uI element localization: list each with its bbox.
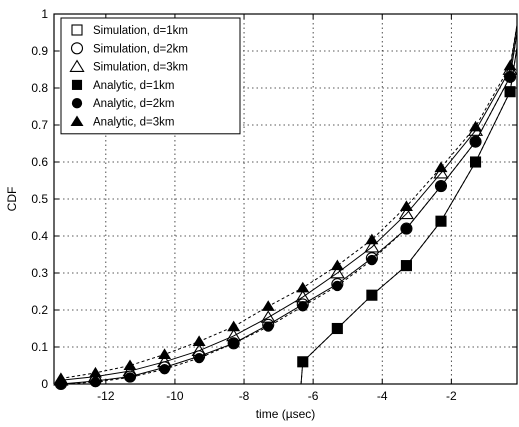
- legend-marker: [69, 59, 85, 72]
- data-point: [158, 348, 172, 359]
- data-point: [123, 359, 137, 371]
- data-point: [124, 372, 136, 383]
- y-tick-label: 1: [41, 7, 48, 21]
- legend-marker: [70, 115, 84, 127]
- data-point: [469, 135, 482, 148]
- data-point: [435, 180, 447, 192]
- data-point: [505, 86, 516, 97]
- data-point: [504, 71, 516, 83]
- data-point: [332, 323, 343, 334]
- data-point: [192, 335, 206, 347]
- x-tick-label: -10: [166, 389, 184, 403]
- data-point: [54, 372, 68, 384]
- data-point: [435, 216, 447, 227]
- legend-marker: [71, 98, 83, 109]
- legend-entry: Simulation, d=2km: [70, 42, 188, 55]
- x-tick-label: -8: [239, 389, 250, 403]
- data-point: [227, 320, 241, 332]
- y-tick-label: 0.4: [31, 229, 48, 243]
- data-point: [297, 301, 308, 312]
- legend-box: [60, 17, 241, 135]
- series-markers-4: [297, 86, 516, 367]
- series-markers-6: [54, 59, 517, 384]
- data-point: [261, 300, 275, 311]
- legend-marker: [71, 79, 83, 90]
- legend-entry: Simulation, d=3km: [69, 59, 188, 74]
- data-point: [88, 366, 102, 378]
- y-tick-label: 0.7: [31, 118, 48, 132]
- y-tick-label: 0.2: [31, 303, 48, 317]
- y-tick-label: 0.1: [31, 340, 48, 354]
- legend-entry: Simulation, d=1km: [71, 24, 188, 37]
- data-point: [504, 70, 517, 83]
- data-point: [297, 356, 308, 367]
- data-point: [366, 290, 377, 301]
- axis-ticks: -12 -10 -8 -6 -4 -2 0 0.1 0.2 0.3 0.4 0.5 0.6 0.7 0.8 0…: [31, 7, 517, 403]
- y-tick-label: 0.8: [31, 81, 48, 95]
- y-tick-label: 0.3: [31, 266, 48, 280]
- data-point: [365, 233, 379, 245]
- data-point: [366, 254, 378, 266]
- data-point: [332, 280, 343, 292]
- x-tick-label: -4: [377, 389, 388, 403]
- x-tick-label: -12: [97, 389, 115, 403]
- legend-marker: [70, 42, 84, 55]
- data-point: [193, 352, 205, 364]
- data-point: [296, 281, 310, 293]
- series-line-5: [60, 32, 518, 385]
- x-tick-label: -6: [308, 389, 319, 403]
- legend-label: Analytic, d=2km: [93, 98, 175, 110]
- data-point: [433, 166, 449, 179]
- legend-entry: Analytic, d=1km: [71, 79, 175, 92]
- y-tick-label: 0.9: [31, 44, 48, 58]
- series-line-3: [60, 25, 518, 381]
- legend-label: Simulation, d=1km: [93, 25, 188, 37]
- data-point: [159, 364, 170, 375]
- y-tick-label: 0: [41, 377, 48, 391]
- y-tick-label: 0.6: [31, 155, 48, 169]
- data-point: [228, 338, 239, 349]
- data-point: [470, 136, 481, 147]
- data-point: [364, 240, 380, 253]
- legend: Simulation, d=1km Simulation, d=2km Simula…: [60, 17, 241, 135]
- legend-marker: [71, 24, 83, 36]
- markers-layer: [53, 59, 518, 391]
- data-point: [330, 259, 344, 271]
- data-point: [469, 120, 483, 132]
- data-point: [260, 310, 276, 323]
- data-point: [400, 222, 413, 235]
- data-point: [263, 321, 274, 332]
- data-point: [503, 59, 517, 71]
- data-point: [434, 180, 448, 193]
- legend-label: Analytic, d=3km: [93, 117, 175, 129]
- y-axis-label: CDF: [5, 187, 19, 212]
- legend-entry: Analytic, d=3km: [70, 115, 175, 129]
- data-point: [399, 200, 413, 211]
- legend-entry: Analytic, d=2km: [71, 98, 175, 110]
- data-point: [470, 156, 481, 168]
- x-axis-label: time (µsec): [256, 407, 316, 421]
- legend-label: Simulation, d=3km: [93, 62, 188, 74]
- legend-label: Simulation, d=2km: [93, 43, 188, 55]
- y-tick-label: 0.5: [31, 192, 48, 206]
- series-markers-5: [55, 71, 516, 390]
- data-point: [434, 161, 448, 173]
- data-point: [227, 337, 240, 350]
- data-point: [90, 376, 101, 388]
- data-point: [398, 206, 415, 220]
- data-point: [329, 265, 345, 279]
- data-point: [401, 260, 412, 271]
- x-tick-label: -2: [446, 389, 457, 403]
- legend-label: Analytic, d=1km: [93, 80, 175, 92]
- data-point: [401, 223, 412, 234]
